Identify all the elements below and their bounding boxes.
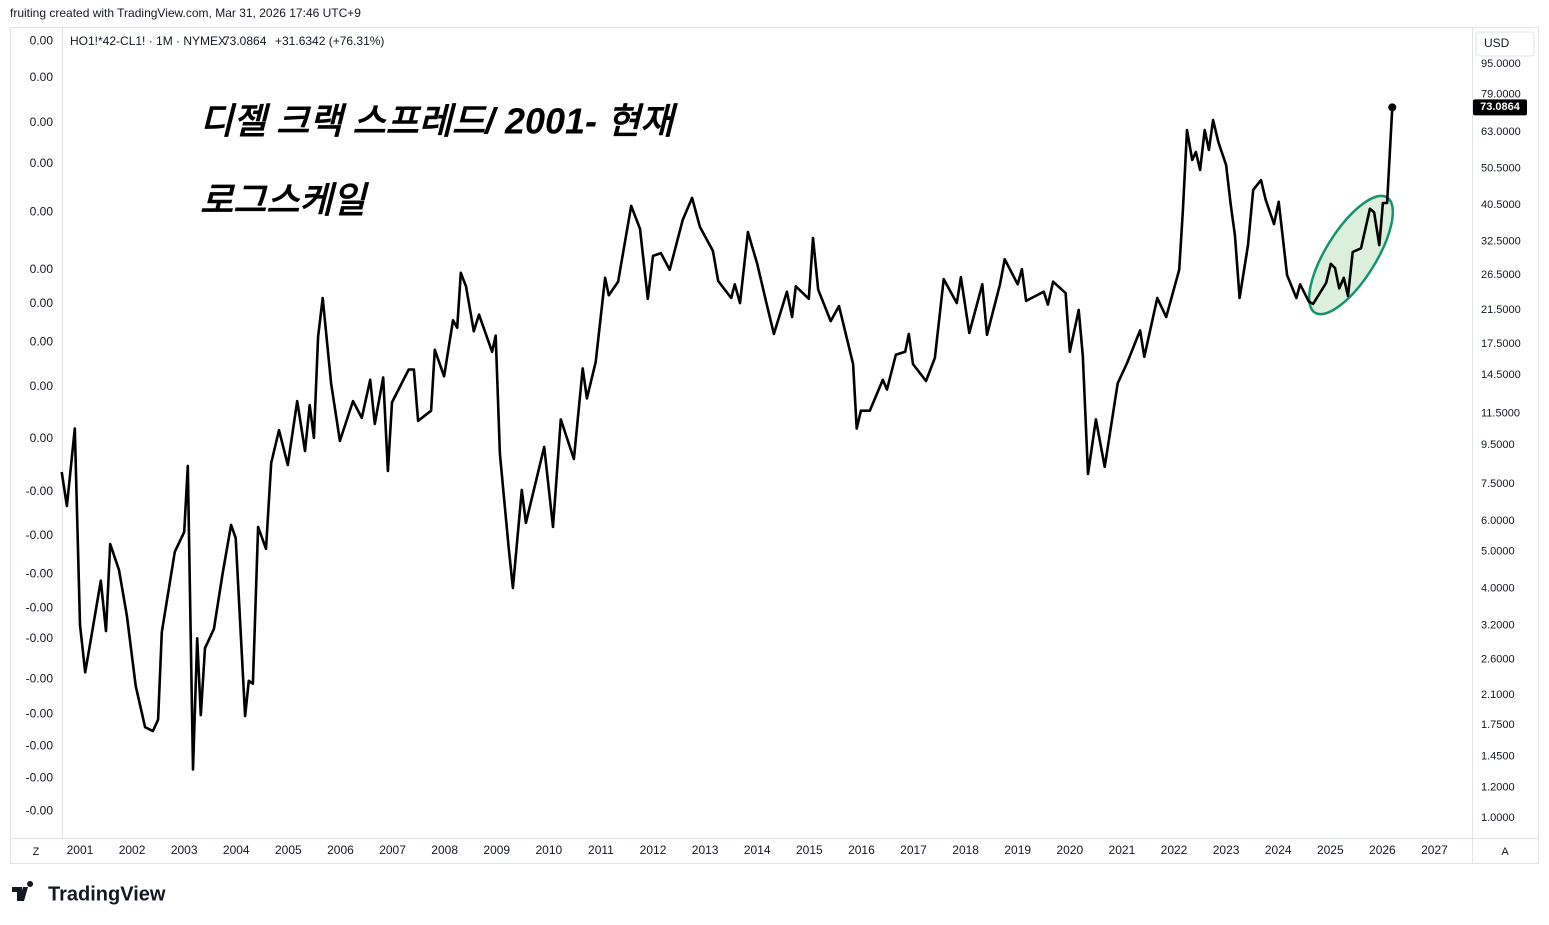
y2-tick-label: -0.00: [26, 600, 54, 614]
x-tick-label: 2015: [796, 843, 823, 857]
x-tick-label: 2005: [275, 843, 302, 857]
x-tick-label: 2020: [1056, 843, 1083, 857]
y2-tick-label: 0.00: [30, 296, 54, 310]
chart-title: 디젤 크랙 스프레드/ 2001- 현재: [200, 101, 678, 142]
y-tick-label: 9.5000: [1481, 439, 1515, 451]
header-price: 73.0864: [223, 34, 267, 48]
header-change: +31.6342 (+76.31%): [275, 34, 384, 48]
y-tick-label: 5.0000: [1481, 545, 1515, 557]
y2-tick-label: 0.00: [30, 115, 54, 129]
y2-tick-label: -0.00: [26, 706, 54, 720]
y2-tick-label: -0.00: [26, 484, 54, 498]
price-line: [60, 107, 1394, 771]
y-tick-label: 63.0000: [1481, 126, 1521, 138]
chart-frame: [10, 27, 1539, 864]
x-tick-label: 2024: [1265, 843, 1292, 857]
x-tick-label: 2004: [223, 843, 250, 857]
y2-tick-label: 0.00: [30, 33, 54, 47]
x-tick-label: 2002: [119, 843, 146, 857]
y-tick-label: 6.0000: [1481, 515, 1515, 527]
y2-tick-label: 0.00: [30, 204, 54, 218]
y2-tick-label: -0.00: [26, 671, 54, 685]
y-tick-label: 2.6000: [1481, 654, 1515, 666]
y-tick-label: 7.5000: [1481, 478, 1515, 490]
y-tick-label: 79.0000: [1481, 88, 1521, 100]
symbol: HO1!*42-CL1! · 1M · NYMEX: [70, 34, 226, 48]
y2-tick-label: 0.00: [30, 70, 54, 84]
x-tick-label: 2009: [483, 843, 510, 857]
y2-tick-label: 0.00: [30, 262, 54, 276]
y-tick-label: 4.0000: [1481, 582, 1515, 594]
y-tick-label: 1.0000: [1481, 812, 1515, 824]
x-tick-label: 2007: [379, 843, 406, 857]
y-tick-label: 17.5000: [1481, 338, 1521, 350]
currency[interactable]: USD: [1484, 36, 1510, 50]
y2-tick-label: 0.00: [30, 334, 54, 348]
zoom-button[interactable]: Z: [33, 846, 40, 858]
x-tick-label: 2026: [1369, 843, 1396, 857]
x-tick-label: 2021: [1109, 843, 1136, 857]
y-tick-label: 1.4500: [1481, 750, 1515, 762]
y-tick-label: 95.0000: [1481, 58, 1521, 70]
y-tick-label: 26.5000: [1481, 269, 1521, 281]
y-tick-label: 32.5000: [1481, 235, 1521, 247]
y2-tick-label: -0.00: [26, 771, 54, 785]
y-tick-label: 14.5000: [1481, 369, 1521, 381]
y-tick-label: 2.1000: [1481, 689, 1515, 701]
x-tick-label: 2013: [692, 843, 719, 857]
x-tick-label: 2012: [640, 843, 667, 857]
x-tick-label: 2001: [67, 843, 94, 857]
y2-tick-label: 0.00: [30, 431, 54, 445]
y2-tick-label: -0.00: [26, 804, 54, 818]
last-price-label: 73.0864: [1480, 101, 1521, 113]
brand: TradingView: [12, 881, 166, 905]
x-tick-label: 2018: [952, 843, 979, 857]
x-tick-label: 2023: [1213, 843, 1240, 857]
y-tick-label: 11.5000: [1481, 407, 1520, 419]
x-tick-label: 2022: [1161, 843, 1188, 857]
currency-box[interactable]: [1475, 31, 1535, 57]
x-tick-label: 2011: [588, 843, 614, 857]
brand-logo: [12, 881, 34, 901]
x-tick-label: 2014: [744, 843, 771, 857]
last-price-box: [1473, 99, 1527, 116]
y2-tick-label: -0.00: [26, 631, 54, 645]
x-tick-label: 2019: [1004, 843, 1031, 857]
last-point: [1388, 103, 1397, 112]
y2-tick-label: -0.00: [26, 566, 54, 580]
y-tick-label: 21.5000: [1481, 304, 1521, 316]
x-tick-label: 2003: [171, 843, 198, 857]
brand-name: TradingView: [48, 883, 166, 905]
x-tick-label: 2027: [1421, 843, 1448, 857]
y2-tick-label: -0.00: [26, 528, 54, 542]
y-tick-label: 1.2000: [1481, 782, 1515, 794]
x-tick-label: 2016: [848, 843, 875, 857]
y2-tick-label: 0.00: [30, 379, 54, 393]
y-tick-label: 1.7500: [1481, 719, 1515, 731]
auto-button[interactable]: A: [1501, 846, 1509, 858]
x-tick-label: 2017: [900, 843, 927, 857]
x-tick-label: 2006: [327, 843, 354, 857]
y-tick-label: 40.5000: [1481, 199, 1521, 211]
x-tick-label: 2025: [1317, 843, 1344, 857]
y2-tick-label: -0.00: [26, 739, 54, 753]
credit: fruiting created with TradingView.com, M…: [10, 6, 361, 20]
x-tick-label: 2008: [431, 843, 458, 857]
y-tick-label: 50.5000: [1481, 162, 1521, 174]
y-tick-label: 3.2000: [1481, 619, 1515, 631]
highlight-ellipse: [1307, 194, 1395, 316]
y2-tick-label: 0.00: [30, 156, 54, 170]
x-tick-label: 2010: [535, 843, 562, 857]
chart-subtitle: 로그스케일: [200, 180, 369, 221]
